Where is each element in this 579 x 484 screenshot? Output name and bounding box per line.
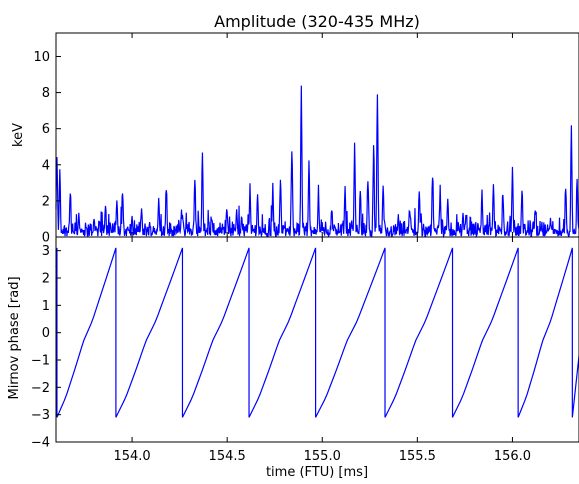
phase-y-tick-label: 1 — [42, 299, 50, 314]
phase-y-tick-label: −4 — [31, 436, 50, 451]
x-tick-label: 155.0 — [304, 449, 341, 464]
amplitude-y-tick-label: 6 — [42, 122, 50, 137]
amplitude-plot-area — [55, 32, 579, 239]
phase-y-tick-label: 3 — [42, 244, 50, 259]
x-tick-label: 156.0 — [494, 449, 531, 464]
phase-y-tick-label: −1 — [31, 354, 50, 369]
phase-y-tick-label: 2 — [42, 272, 50, 287]
amplitude-y-axis: 0 2 4 6 8 10 — [33, 50, 61, 246]
x-axis: 154.0 154.5 155.0 155.5 156.0 — [113, 237, 531, 464]
phase-series-line — [55, 247, 579, 418]
amplitude-panel: 0 2 4 6 8 10 keV — [11, 32, 579, 246]
phase-frame — [55, 236, 579, 443]
amplitude-y-axis-label: keV — [11, 123, 26, 147]
phase-y-tick-label: −2 — [31, 381, 50, 396]
x-axis-label: time (FTU) [ms] — [266, 465, 368, 480]
amplitude-y-tick-label: 4 — [42, 158, 50, 173]
amplitude-series-line — [55, 85, 579, 239]
phase-y-axis-label: Mirnov phase [rad] — [7, 276, 22, 399]
amplitude-y-tick-label: 0 — [42, 231, 50, 246]
chart-title: Amplitude (320-435 MHz) — [214, 12, 420, 31]
amplitude-y-tick-label: 10 — [33, 50, 50, 65]
phase-y-axis: −4 −3 −2 −1 0 1 2 3 — [31, 244, 61, 451]
x-tick-label: 155.5 — [399, 449, 436, 464]
phase-plot-area — [55, 236, 579, 443]
phase-y-tick-label: −3 — [31, 408, 50, 423]
phase-panel: −4 −3 −2 −1 0 1 2 3 154.0 154.5 155.0 155.5 156.0 M… — [7, 236, 579, 464]
amplitude-y-tick-label: 8 — [42, 86, 50, 101]
x-tick-label: 154.0 — [113, 449, 150, 464]
phase-y-tick-label: 0 — [42, 326, 50, 341]
amplitude-y-tick-label: 2 — [42, 194, 50, 209]
x-tick-label: 154.5 — [209, 449, 246, 464]
